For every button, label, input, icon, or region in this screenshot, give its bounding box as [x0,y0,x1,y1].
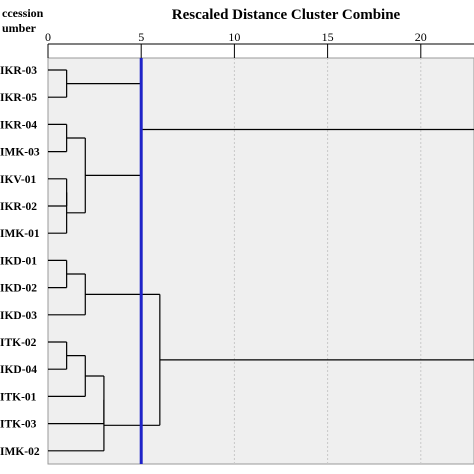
x-tick-label: 0 [45,30,51,44]
leaf-label: IMK-03 [0,147,40,159]
leaf-label: IKD-02 [0,283,37,295]
leaf-label: ITK-01 [0,391,37,403]
leaf-label: IKV-01 [0,174,36,186]
leaf-label: IKD-01 [0,255,37,267]
leaf-label: ITK-03 [0,419,37,431]
x-tick-label: 15 [322,30,334,44]
leaf-label: ITK-02 [0,337,37,349]
leaf-label: IKD-04 [0,364,37,376]
plot-area: 0 5 10 15 20 IKR-03 IKR-05 IKR-04 IMK-03 IKV-01 IK… [0,30,474,465]
leaf-label: IMK-02 [0,446,40,458]
x-tick-label: 20 [415,30,427,44]
chart-title: Rescaled Distance Cluster Combine [172,7,401,23]
header-label-line-1: ccession [2,6,44,20]
plot-background [47,57,474,465]
x-tick-label: 5 [138,30,144,44]
leaf-label: IKR-05 [0,92,37,104]
header-label-line-2: umber [2,21,37,35]
leaf-label: IKD-03 [0,310,37,322]
leaf-label: IMK-01 [0,228,40,240]
leaf-label: IKR-02 [0,201,37,213]
x-tick-label: 10 [228,30,240,44]
leaf-label: IKR-04 [0,119,37,131]
leaf-label: IKR-03 [0,65,37,77]
